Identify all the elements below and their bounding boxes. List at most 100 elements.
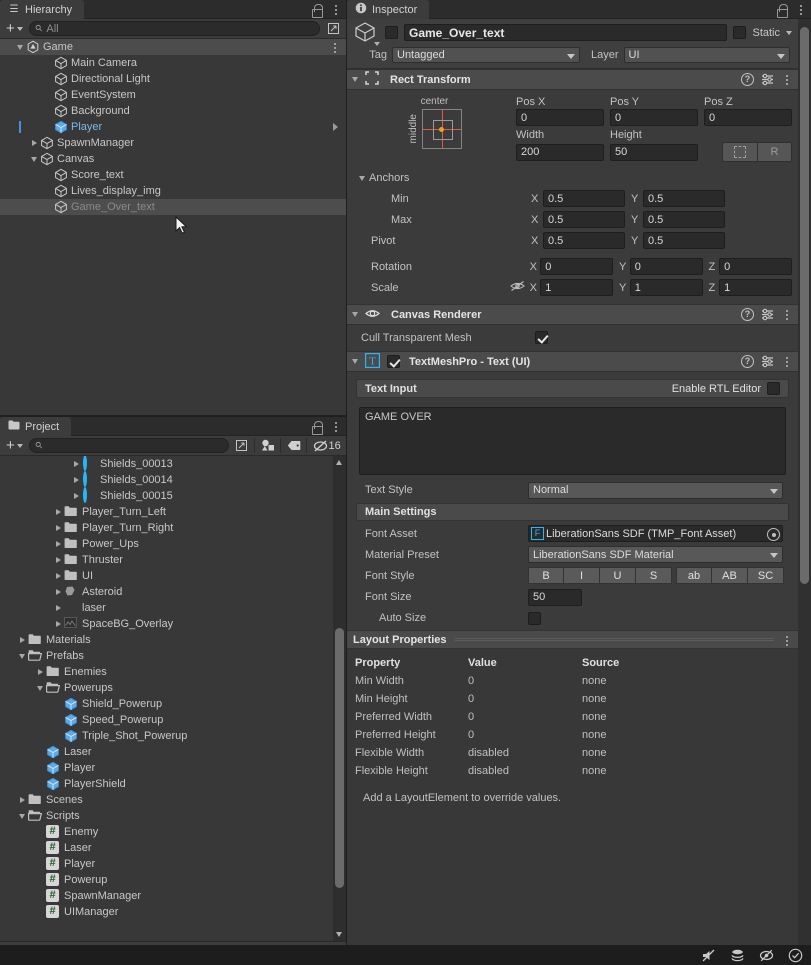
object-picker-icon[interactable]: [767, 528, 780, 541]
component-menu-icon[interactable]: [781, 73, 793, 86]
cull-transparent-mesh-checkbox[interactable]: [535, 331, 548, 344]
hierarchy-sortmode-icon[interactable]: [323, 20, 343, 37]
component-menu-icon[interactable]: [781, 355, 793, 368]
foldout-right-icon[interactable]: [70, 472, 82, 488]
label-filter-icon[interactable]: [284, 437, 303, 454]
anchor-max-y-field[interactable]: 0.5: [643, 211, 725, 228]
prefab-open-icon[interactable]: [333, 123, 338, 131]
hierarchy-item-lives-display-img[interactable]: Lives_display_img: [0, 183, 346, 199]
panel-divider-vertical[interactable]: [346, 0, 347, 945]
font-size-field[interactable]: 50: [528, 588, 582, 606]
foldout-down-icon[interactable]: [14, 39, 26, 55]
anchor-preset-box[interactable]: [421, 109, 462, 149]
pos-x-field[interactable]: 0: [516, 109, 604, 126]
enable-rtl-editor-checkbox[interactable]: [767, 382, 780, 395]
project-item-scripts[interactable]: Scripts: [0, 808, 346, 824]
project-item-power-ups[interactable]: Power_Ups: [0, 536, 346, 552]
hierarchy-menu-icon[interactable]: [330, 3, 342, 16]
project-item-prefabs[interactable]: Prefabs: [0, 648, 346, 664]
foldout-right-icon[interactable]: [34, 664, 46, 680]
foldout-right-icon[interactable]: [52, 520, 64, 536]
project-item-player-turn-right[interactable]: Player_Turn_Right: [0, 520, 346, 536]
foldout-right-icon[interactable]: [52, 600, 64, 616]
layer-dropdown[interactable]: UI: [623, 47, 790, 63]
auto-size-checkbox[interactable]: [528, 611, 541, 625]
rotation-z-field[interactable]: 0: [719, 258, 793, 275]
foldout-right-icon[interactable]: [70, 488, 82, 504]
tab-hierarchy[interactable]: ☰ Hierarchy: [0, 0, 85, 19]
project-item-playershield[interactable]: PlayerShield: [0, 776, 346, 792]
project-item-speed-powerup[interactable]: Speed_Powerup: [0, 712, 346, 728]
hierarchy-item-background[interactable]: Background: [0, 103, 346, 119]
project-item-player[interactable]: Player: [0, 760, 346, 776]
preset-icon[interactable]: [761, 308, 774, 321]
layout-properties-menu-icon[interactable]: [781, 634, 793, 647]
static-chevron-down-icon[interactable]: [786, 30, 792, 35]
layout-properties-header[interactable]: Layout Properties: [347, 630, 798, 649]
anchor-min-x-field[interactable]: 0.5: [543, 190, 625, 207]
foldout-right-icon[interactable]: [16, 792, 28, 808]
scene-menu-icon[interactable]: [329, 41, 341, 54]
rect-transform-header[interactable]: Rect Transform ?: [347, 69, 798, 90]
gameobject-active-checkbox[interactable]: [385, 26, 398, 39]
component-menu-icon[interactable]: [781, 308, 793, 321]
anchor-min-y-field[interactable]: 0.5: [643, 190, 725, 207]
help-icon[interactable]: ?: [741, 73, 754, 86]
project-item-enemy[interactable]: # Enemy: [0, 824, 346, 840]
height-field[interactable]: 50: [610, 143, 698, 161]
pivot-x-field[interactable]: 0.5: [543, 232, 625, 249]
anchor-max-x-field[interactable]: 0.5: [543, 211, 625, 228]
foldout-right-icon[interactable]: [16, 632, 28, 648]
font-style-i-button[interactable]: I: [564, 567, 600, 584]
hierarchy-item-player[interactable]: Player: [0, 119, 346, 135]
foldout-down-icon[interactable]: [28, 151, 40, 167]
font-asset-field[interactable]: F LiberationSans SDF (TMP_Font Asset): [528, 525, 783, 542]
anchors-foldout-icon[interactable]: [359, 175, 365, 181]
gameobject-icon[interactable]: [353, 21, 380, 46]
project-item-spacebg-overlay[interactable]: SpaceBG_Overlay: [0, 616, 346, 632]
scale-x-field[interactable]: 1: [540, 279, 614, 296]
inspector-lock-icon[interactable]: [776, 3, 788, 18]
inspector-menu-icon[interactable]: [795, 3, 807, 16]
project-item-triple-shot-powerup[interactable]: Triple_Shot_Powerup: [0, 728, 346, 744]
project-lock-icon[interactable]: [311, 420, 323, 435]
help-icon[interactable]: ?: [741, 308, 754, 321]
font-style-s-button[interactable]: S: [636, 567, 672, 584]
pos-y-field[interactable]: 0: [610, 109, 698, 126]
canvas-renderer-header[interactable]: Canvas Renderer ?: [347, 304, 798, 325]
project-item-asteroid[interactable]: Asteroid: [0, 584, 346, 600]
textmeshpro-enabled-checkbox[interactable]: [387, 355, 400, 368]
project-item-laser[interactable]: laser: [0, 600, 346, 616]
hierarchy-search-field[interactable]: ⚲: [28, 21, 320, 36]
project-menu-icon[interactable]: [330, 420, 342, 433]
foldout-right-icon[interactable]: [52, 552, 64, 568]
foldout-right-icon[interactable]: [70, 456, 82, 472]
preset-icon[interactable]: [761, 355, 774, 368]
project-item-uimanager[interactable]: # UIManager: [0, 904, 346, 920]
rotation-x-field[interactable]: 0: [540, 258, 614, 275]
scale-z-field[interactable]: 1: [719, 279, 793, 296]
material-preset-dropdown[interactable]: LiberationSans SDF Material: [528, 546, 783, 563]
font-style-sc-button[interactable]: SC: [748, 567, 784, 584]
foldout-right-icon[interactable]: [52, 584, 64, 600]
project-item-ui[interactable]: UI: [0, 568, 346, 584]
tab-project[interactable]: Project: [0, 417, 72, 436]
project-item-laser[interactable]: # Laser: [0, 840, 346, 856]
foldout-down-icon[interactable]: [34, 680, 46, 696]
foldout-down-icon[interactable]: [352, 312, 358, 317]
text-input-textarea[interactable]: GAME OVER: [359, 407, 786, 475]
project-sortmode-icon[interactable]: [232, 437, 251, 454]
hierarchy-tree[interactable]: Game Main Camera Directional Light EventSys…: [0, 39, 346, 395]
foldout-down-icon[interactable]: [352, 359, 358, 364]
check-circle-icon[interactable]: [788, 948, 803, 963]
hierarchy-item-game[interactable]: Game: [0, 39, 346, 55]
create-asset-button[interactable]: +: [3, 438, 26, 454]
project-item-player-turn-left[interactable]: Player_Turn_Left: [0, 504, 346, 520]
object-name-field[interactable]: Game_Over_text: [404, 24, 728, 41]
inspector-scroll-thumb[interactable]: [800, 27, 809, 584]
foldout-down-icon[interactable]: [16, 648, 28, 664]
font-style-u-button[interactable]: U: [600, 567, 636, 584]
constrain-proportions-off-icon[interactable]: [510, 280, 529, 295]
scroll-up-arrow[interactable]: [336, 460, 342, 465]
